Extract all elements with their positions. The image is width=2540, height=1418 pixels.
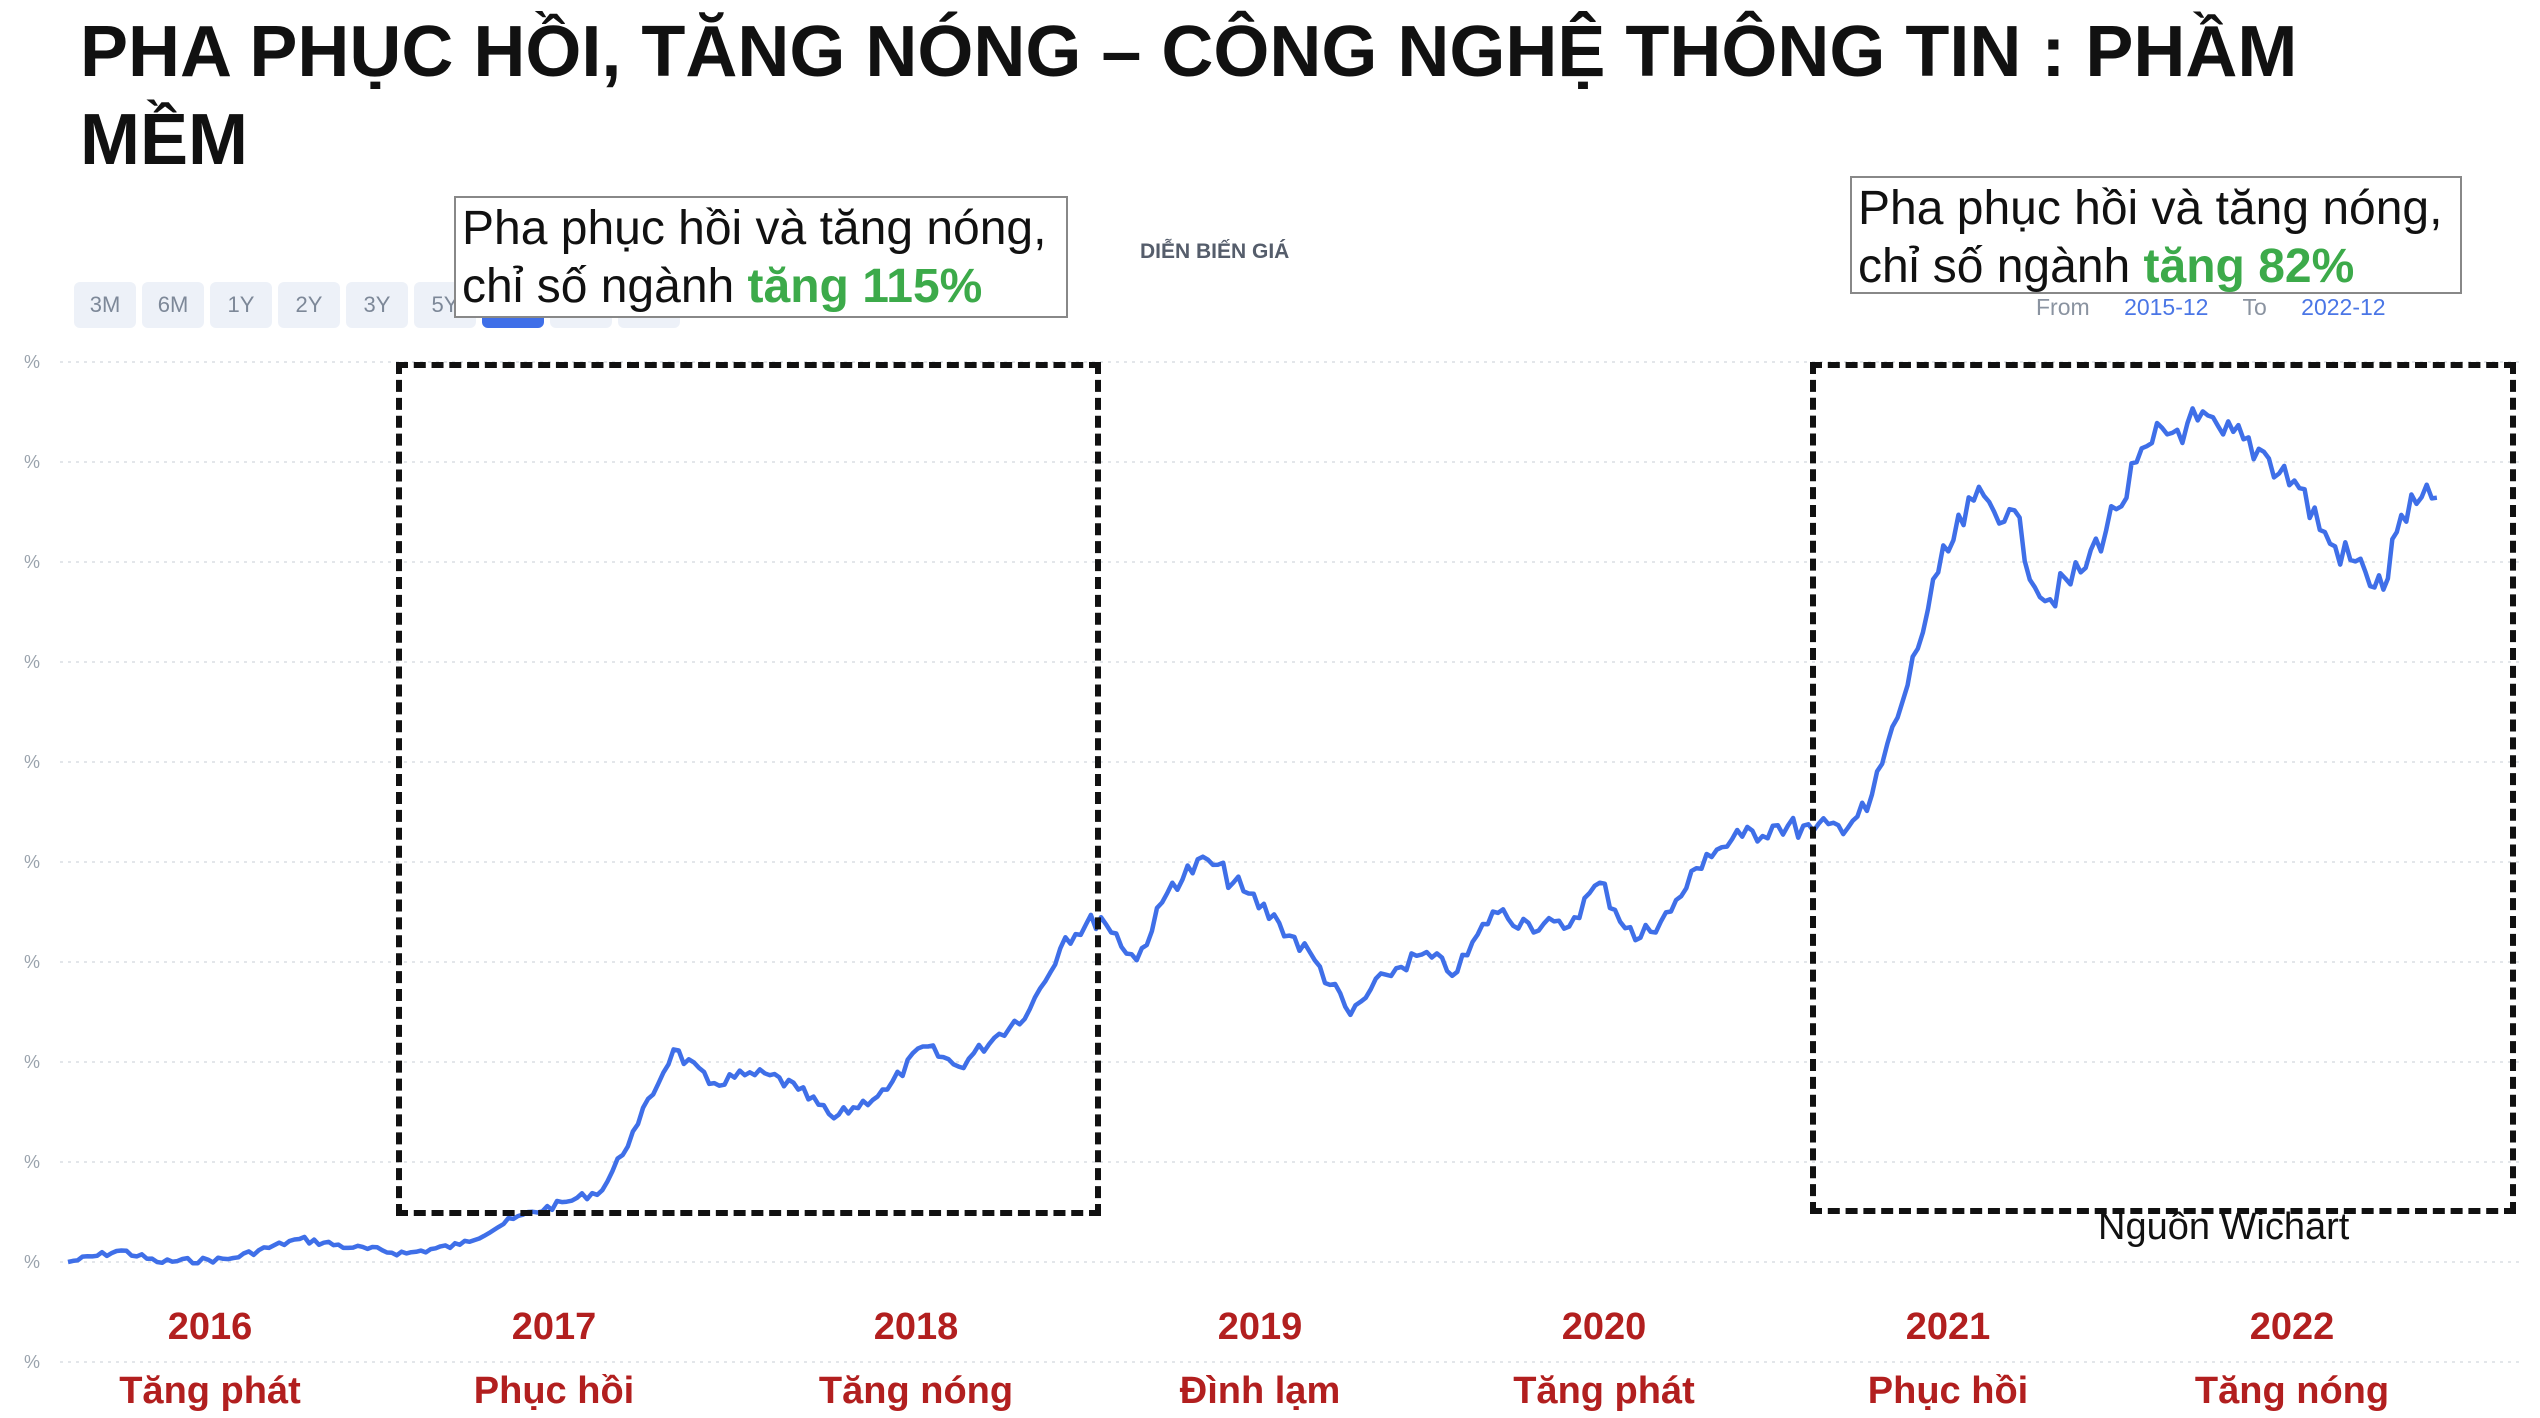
year-label: 2017 — [511, 1306, 597, 1348]
y-tick-label: % — [24, 852, 41, 872]
phase-label: Tăng nóng — [818, 1370, 1014, 1412]
range-tab-1y[interactable]: 1Y — [210, 282, 272, 328]
y-tick-label: % — [24, 1152, 41, 1172]
phase-label: Tăng nóng — [2194, 1370, 2390, 1412]
page-title: PHA PHỤC HỒI, TĂNG NÓNG – CÔNG NGHỆ THÔN… — [80, 12, 2298, 180]
callout-2017-2018: Pha phục hồi và tăng nóng, chỉ số ngành … — [454, 196, 1068, 318]
date-to-label: To — [2242, 294, 2267, 320]
callout-line2: chỉ số ngành tăng 82% — [1858, 238, 2454, 296]
year-label: 2016 — [167, 1306, 253, 1348]
range-tab-3m[interactable]: 3M — [74, 282, 136, 328]
callout-line1: Pha phục hồi và tăng nóng, — [462, 202, 1047, 255]
year-label: 2020 — [1561, 1306, 1647, 1348]
year-label: 2021 — [1905, 1306, 1991, 1348]
date-from-label: From — [2036, 294, 2090, 320]
phase-label: Phục hồi — [1867, 1370, 2029, 1412]
range-tab-6m[interactable]: 6M — [142, 282, 204, 328]
year-label: 2022 — [2249, 1306, 2335, 1348]
date-from-value[interactable]: 2015-12 — [2124, 294, 2209, 320]
chart-header: DIỄN BIẾN GIÁ — [1140, 240, 1290, 263]
year-label: 2018 — [873, 1306, 959, 1348]
y-tick-label: % — [24, 1052, 41, 1072]
price-line — [67, 406, 2438, 1266]
highlight-box-2021-2022 — [1810, 362, 2516, 1214]
y-tick-label: % — [24, 552, 41, 572]
y-tick-label: % — [24, 1352, 41, 1372]
y-tick-label: % — [24, 1252, 41, 1272]
phase-label: Tăng phát — [1513, 1370, 1695, 1412]
y-tick-label: % — [24, 452, 41, 472]
callout-line2: chỉ số ngành tăng 115% — [462, 258, 1060, 316]
highlight-box-2017-2018 — [396, 362, 1101, 1216]
phase-label: Phục hồi — [473, 1370, 635, 1412]
date-to-value[interactable]: 2022-12 — [2301, 294, 2386, 320]
callout-2021-2022: Pha phục hồi và tăng nóng, chỉ số ngành … — [1850, 176, 2462, 294]
date-range: From 2015-12 To 2022-12 — [2036, 294, 2414, 324]
callout-prefix: chỉ số ngành — [1858, 240, 2144, 293]
y-tick-label: % — [24, 352, 41, 372]
callout-highlight: tăng 115% — [747, 260, 983, 313]
range-tab-3y[interactable]: 3Y — [346, 282, 408, 328]
y-tick-label: % — [24, 752, 41, 772]
y-tick-label: % — [24, 652, 41, 672]
y-tick-label: % — [24, 952, 41, 972]
source-label: Nguồn Wichart — [2098, 1206, 2350, 1248]
callout-line1: Pha phục hồi và tăng nóng, — [1858, 182, 2443, 235]
callout-highlight: tăng 82% — [2143, 240, 2355, 293]
callout-prefix: chỉ số ngành — [462, 260, 748, 313]
range-tab-2y[interactable]: 2Y — [278, 282, 340, 328]
phase-label: Đình lạm — [1179, 1370, 1341, 1412]
year-label: 2019 — [1217, 1306, 1303, 1348]
phase-label: Tăng phát — [119, 1370, 301, 1412]
